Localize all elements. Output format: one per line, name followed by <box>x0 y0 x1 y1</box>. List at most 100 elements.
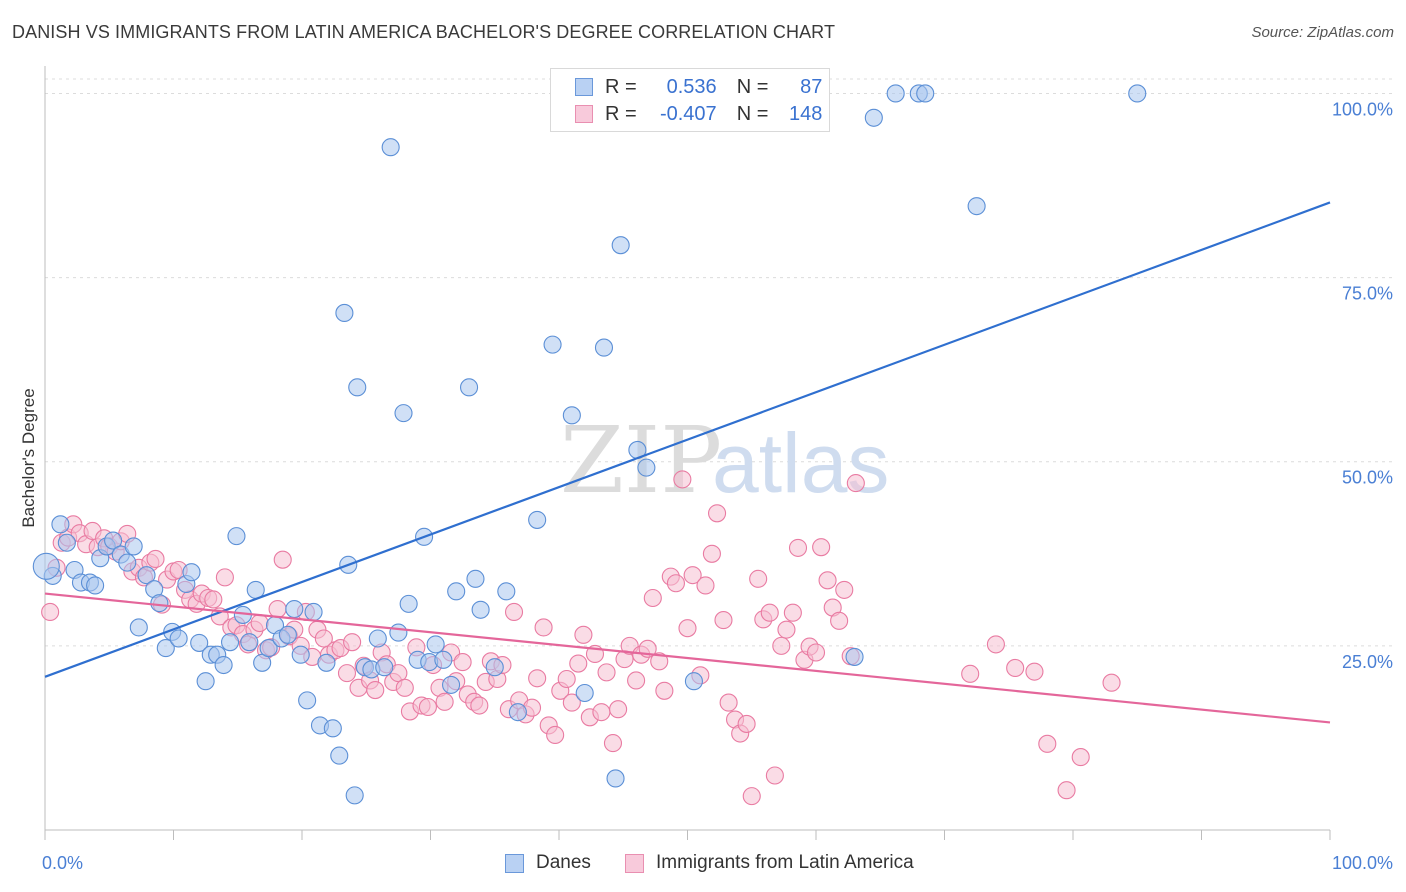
immigrants-point <box>788 538 808 557</box>
danes-point <box>259 639 278 658</box>
immigrants-point <box>1006 658 1025 678</box>
immigrants-point <box>749 569 768 588</box>
danes-point <box>323 719 342 738</box>
watermark-atlas: atlas <box>712 416 889 510</box>
immigrants-point <box>569 654 588 673</box>
danes-point <box>330 746 349 765</box>
stats-legend: R = 0.536 N = 87 R = -0.407 N = 148 <box>550 68 830 132</box>
danes-point <box>466 569 485 588</box>
immigrants-point <box>643 588 662 608</box>
source-label: Source: ZipAtlas.com <box>1251 24 1394 41</box>
immigrants-point <box>534 618 553 637</box>
immigrants-point <box>204 590 223 609</box>
danes-point <box>594 338 614 357</box>
danes-point <box>684 672 703 691</box>
immigrants-point <box>528 669 547 688</box>
danes-swatch <box>575 78 593 96</box>
immigrants-point <box>146 549 165 569</box>
danes-point <box>291 645 310 664</box>
danes-point <box>104 531 123 550</box>
immigrants-point <box>597 663 616 682</box>
danes-legend-swatch <box>505 853 524 873</box>
danes-point <box>434 650 453 669</box>
grid <box>45 78 1394 647</box>
legend-immigrants: Immigrants from Latin America <box>625 852 914 874</box>
legend-r-value: 0.536 <box>666 75 717 98</box>
danes-point <box>227 527 246 546</box>
legend-n-value: 87 <box>800 75 823 98</box>
danes-point <box>348 378 367 397</box>
danes-point <box>1128 84 1147 103</box>
legend-n-value: 148 <box>789 102 823 125</box>
immigrants-point <box>742 787 761 806</box>
immigrants-point <box>737 714 756 733</box>
danes-point <box>575 683 594 703</box>
danes-point <box>278 625 297 644</box>
danes-points <box>32 84 1147 805</box>
danes-point <box>169 629 188 648</box>
immigrants-point <box>557 669 576 689</box>
x-tick-label-min: 0.0% <box>42 853 83 873</box>
legend-r-value: -0.407 <box>659 102 717 125</box>
danes-point <box>845 647 864 666</box>
danes-point <box>137 566 156 585</box>
danes-point <box>399 594 418 613</box>
danes-point <box>381 138 400 157</box>
danes-point <box>442 675 461 694</box>
immigrants-point <box>453 653 472 672</box>
danes-trend-line <box>44 201 1331 678</box>
immigrants-point <box>696 576 715 595</box>
danes-point <box>562 406 581 425</box>
legend-danes: Danes <box>505 852 591 874</box>
immigrants-point <box>986 635 1005 654</box>
legend-n-label: N = <box>736 102 769 125</box>
immigrants-point <box>609 700 628 719</box>
immigrants-point <box>627 671 646 690</box>
immigrants-swatch <box>575 105 593 123</box>
danes-point <box>285 599 304 619</box>
immigrants-point <box>650 652 669 671</box>
danes-point <box>426 635 445 654</box>
danes-point <box>51 515 70 534</box>
danes-point <box>220 633 240 652</box>
immigrants-point <box>1025 662 1044 681</box>
danes-point <box>190 633 209 652</box>
immigrants-point <box>1071 748 1090 767</box>
immigrants-point <box>812 538 831 557</box>
danes-point <box>156 639 175 658</box>
immigrants-point <box>592 703 611 722</box>
y-axis-label: Bachelor's Degree <box>19 388 38 527</box>
danes-point <box>182 563 201 582</box>
y-tick-label: 100.0% <box>1332 99 1393 119</box>
immigrants-point <box>678 619 697 638</box>
danes-point <box>214 655 233 675</box>
immigrants-trend-line <box>44 592 1331 724</box>
danes-point <box>637 458 656 477</box>
immigrants-point <box>1102 673 1121 692</box>
immigrants-point <box>673 470 692 489</box>
immigrants-point <box>337 664 357 683</box>
immigrants-point <box>760 603 779 622</box>
danes-point <box>394 404 413 423</box>
tick-labels: 25.0% 50.0% 75.0% 100.0% 0.0% 100.0% <box>42 99 1393 873</box>
immigrants-point <box>574 625 593 644</box>
immigrants-point <box>714 611 733 630</box>
danes-point <box>118 553 137 572</box>
danes-point <box>485 658 504 677</box>
danes-point <box>967 197 986 216</box>
immigrants-point <box>314 629 333 648</box>
legend-n-label: N = <box>736 75 769 98</box>
danes-point <box>57 533 76 552</box>
immigrants-point <box>546 725 565 745</box>
danes-point <box>368 629 387 648</box>
immigrants-point <box>818 571 837 590</box>
legend-row-immigrants: R = -0.407 N = 148 <box>551 101 822 127</box>
danes-point <box>886 84 905 103</box>
immigrants-point <box>1038 734 1057 753</box>
danes-point <box>864 108 883 127</box>
immigrants-point <box>470 696 489 715</box>
danes-point <box>150 594 169 613</box>
immigrants-point <box>719 693 738 712</box>
immigrants-point <box>1057 781 1076 800</box>
